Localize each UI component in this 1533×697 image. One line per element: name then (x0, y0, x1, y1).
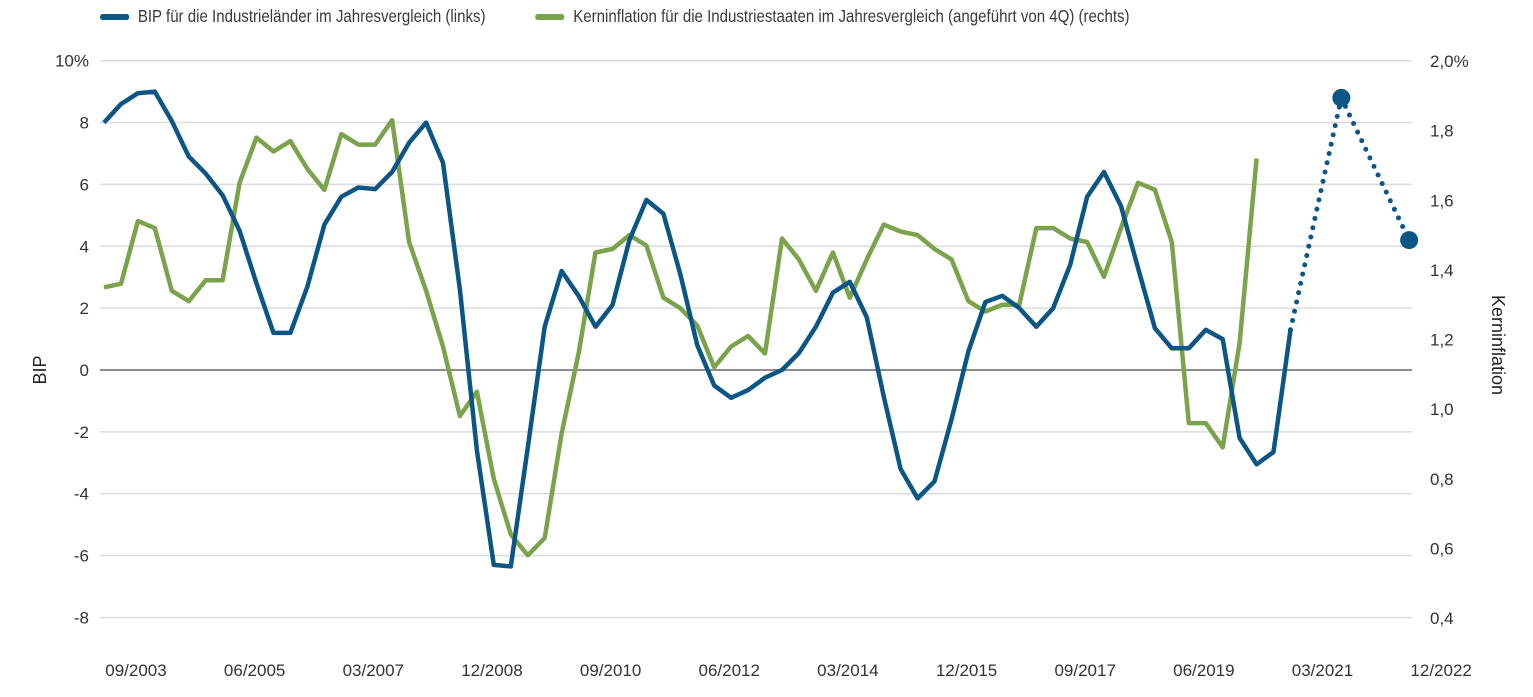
gdp-forecast-line (1288, 90, 1412, 333)
legend-swatch-bip (100, 13, 130, 20)
x-tick-label: 03/2007 (343, 661, 404, 680)
right-tick-label: 1,2 (1430, 331, 1454, 350)
left-tick-label: 2 (80, 299, 89, 318)
legend-label-bip: BIP für die Industrieländer im Jahresver… (137, 6, 486, 26)
x-tick-label: 09/2003 (105, 661, 166, 680)
right-axis-ticks: 2,0% 1,8 1,6 1,4 1,2 1,0 0,8 0,6 0,4 (1430, 52, 1469, 628)
x-tick-label: 06/2005 (224, 661, 285, 680)
left-axis-ticks: 10% 8 6 4 2 0 -2 -4 -6 -8 (55, 52, 89, 628)
right-tick-label: 0,8 (1430, 470, 1454, 489)
x-tick-label: 06/2012 (699, 661, 760, 680)
left-tick-label: -8 (74, 608, 89, 627)
series-lines (102, 88, 1419, 569)
right-tick-label: 1,6 (1430, 191, 1454, 210)
right-tick-label: 0,6 (1430, 539, 1454, 558)
x-tick-label: 03/2021 (1292, 661, 1353, 680)
x-tick-label: 12/2022 (1410, 661, 1471, 680)
left-axis-label: BIP (30, 355, 50, 384)
right-tick-label: 1,4 (1430, 261, 1454, 280)
gridlines (100, 59, 1412, 619)
inflation-line (103, 117, 1259, 558)
x-tick-label: 03/2014 (817, 661, 878, 680)
right-tick-label: 1,8 (1430, 122, 1454, 141)
x-tick-label: 09/2010 (580, 661, 641, 680)
left-tick-label: -4 (74, 485, 89, 504)
right-tick-label: 0,4 (1430, 609, 1454, 628)
left-tick-label: 6 (80, 175, 89, 194)
x-tick-label: 06/2019 (1173, 661, 1234, 680)
left-tick-label: 0 (80, 361, 89, 380)
left-tick-label: 10% (55, 52, 89, 71)
x-axis-ticks: 09/2003 06/2005 03/2007 12/2008 09/2010 06/20… (105, 661, 1472, 680)
x-tick-label: 12/2015 (936, 661, 997, 680)
left-tick-label: 8 (80, 114, 89, 133)
legend-item-bip[interactable]: BIP für die Industrieländer im Jahresver… (100, 6, 486, 27)
left-tick-label: 4 (80, 237, 89, 256)
right-axis-label: Kerninflation (1488, 295, 1508, 395)
left-tick-label: -6 (74, 547, 89, 566)
legend-swatch-inflation (535, 13, 565, 20)
right-tick-label: 2,0% (1430, 52, 1469, 71)
right-tick-label: 1,0 (1430, 400, 1454, 419)
x-tick-label: 09/2017 (1054, 661, 1115, 680)
forecast-marker-2022[interactable] (1400, 231, 1419, 250)
gdp-line (102, 89, 1293, 569)
legend-label-inflation: Kerninflation für die Industriestaaten i… (573, 6, 1130, 26)
legend-item-inflation[interactable]: Kerninflation für die Industriestaaten i… (535, 6, 1130, 27)
legend: BIP für die Industrieländer im Jahresver… (100, 6, 1130, 27)
left-tick-label: -2 (74, 423, 89, 442)
x-tick-label: 12/2008 (461, 661, 522, 680)
forecast-marker-2021[interactable] (1332, 88, 1351, 107)
